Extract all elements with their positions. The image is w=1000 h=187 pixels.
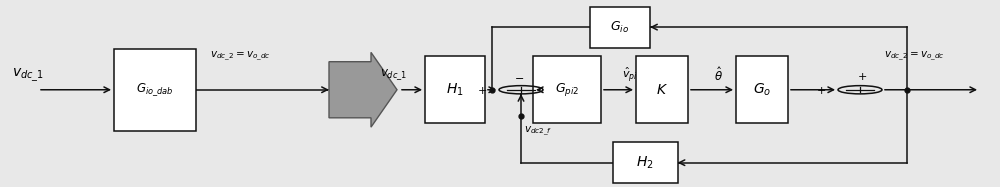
Text: $G_{io}$: $G_{io}$ [610,20,630,35]
FancyBboxPatch shape [114,49,196,131]
Text: $v_{dc\_1}$: $v_{dc\_1}$ [380,68,407,82]
FancyBboxPatch shape [590,7,650,48]
FancyBboxPatch shape [425,56,485,123]
Text: $K$: $K$ [656,83,668,97]
Text: $v_{dc\_2}=v_{o\_dc}$: $v_{dc\_2}=v_{o\_dc}$ [210,50,271,63]
Text: $+$: $+$ [816,85,826,96]
Text: $+$: $+$ [477,85,487,96]
Text: $v_{dc2\_f}$: $v_{dc2\_f}$ [524,125,552,138]
Text: $H_2$: $H_2$ [636,154,654,171]
Text: $G_o$: $G_o$ [753,82,771,98]
Text: $H_1$: $H_1$ [446,82,464,98]
FancyBboxPatch shape [533,56,601,123]
Text: $G_{io\_dab}$: $G_{io\_dab}$ [136,81,174,98]
Text: $+$: $+$ [857,71,867,82]
Text: $\boldsymbol{v_{dc\_1}}$: $\boldsymbol{v_{dc\_1}}$ [12,66,44,84]
Text: $-$: $-$ [514,72,524,82]
Text: $\hat{v}_{pi}$: $\hat{v}_{pi}$ [622,65,638,84]
FancyBboxPatch shape [736,56,788,123]
Text: $G_{pi2}$: $G_{pi2}$ [555,81,579,98]
Text: $v_{dc\_2}=v_{o\_dc}$: $v_{dc\_2}=v_{o\_dc}$ [884,50,945,63]
FancyBboxPatch shape [612,142,678,183]
Polygon shape [329,52,397,127]
FancyBboxPatch shape [636,56,688,123]
Text: $\hat{\theta}$: $\hat{\theta}$ [714,66,723,84]
